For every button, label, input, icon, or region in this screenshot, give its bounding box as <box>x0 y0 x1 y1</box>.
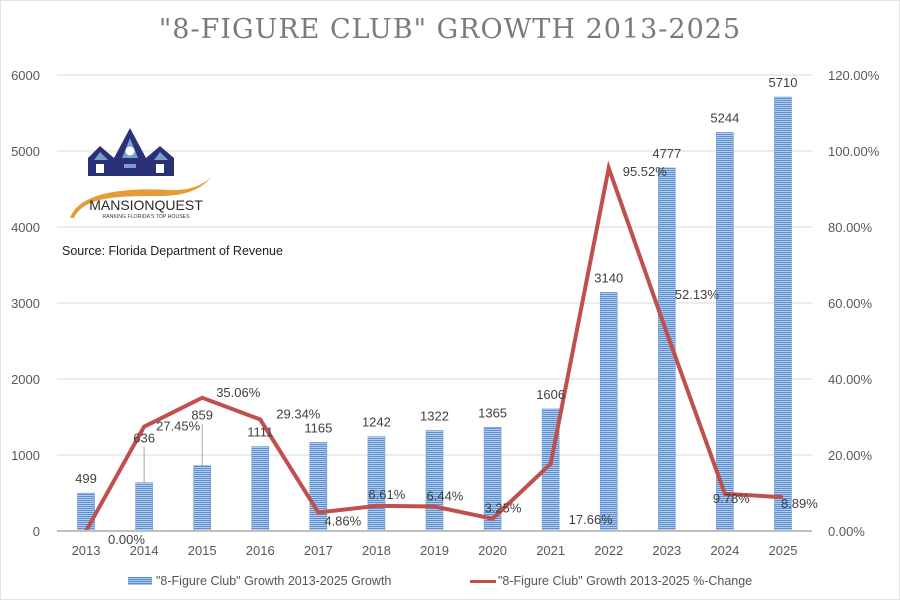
source-note: Source: Florida Department of Revenue <box>62 244 283 258</box>
x-tick-label: 2023 <box>652 543 681 558</box>
y-right-tick-label: 80.00% <box>828 220 873 235</box>
x-tick-label: 2017 <box>304 543 333 558</box>
line-value-label: 8.89% <box>781 496 818 511</box>
y-left-tick-label: 3000 <box>11 296 40 311</box>
y-left-tick-label: 2000 <box>11 372 40 387</box>
bar <box>77 492 95 532</box>
bar <box>716 132 734 532</box>
logo-name: MANSIONQUEST <box>89 197 203 213</box>
line-value-label: 35.06% <box>216 385 261 400</box>
x-tick-label: 2016 <box>246 543 275 558</box>
bar-value-label: 5710 <box>769 75 798 90</box>
line-value-label: 9.78% <box>713 491 750 506</box>
legend-swatch-bar <box>128 577 152 585</box>
bar-value-label: 859 <box>191 408 213 423</box>
bar-value-label: 3140 <box>594 270 623 285</box>
x-tick-label: 2019 <box>420 543 449 558</box>
bar-value-label: 1165 <box>304 420 332 435</box>
x-tick-label: 2022 <box>594 543 623 558</box>
bar-value-label: 5244 <box>710 110 739 125</box>
swoosh-icon <box>70 176 212 218</box>
x-tick-label: 2021 <box>536 543 565 558</box>
bar-value-label: 1606 <box>536 387 565 402</box>
x-tick-label: 2025 <box>769 543 798 558</box>
bar <box>774 96 792 532</box>
x-tick-label: 2020 <box>478 543 507 558</box>
legend-item-growth[interactable]: "8-Figure Club" Growth 2013-2025 Growth <box>128 574 391 588</box>
y-left-tick-label: 4000 <box>11 220 40 235</box>
bar <box>367 436 386 532</box>
line-value-label: 17.66% <box>569 512 614 527</box>
line-value-label: 4.86% <box>324 514 361 529</box>
y-left-tick-label: 5000 <box>11 144 40 159</box>
bar-value-label: 1322 <box>420 409 449 424</box>
y-right-tick-label: 120.00% <box>828 68 880 83</box>
line-value-label: 6.44% <box>427 489 464 504</box>
bar-value-label: 1365 <box>478 405 507 420</box>
bar <box>193 465 211 532</box>
legend-label-pct-change: "8-Figure Club" Growth 2013-2025 %-Chang… <box>498 574 753 588</box>
y-left-tick-label: 0 <box>33 524 40 539</box>
y-right-tick-label: 60.00% <box>828 296 873 311</box>
chart-title: "8-FIGURE CLUB" GROWTH 2013-2025 <box>158 14 742 45</box>
x-tick-label: 2013 <box>72 543 101 558</box>
line-value-label: 0.00% <box>108 532 145 547</box>
bar-value-label: 499 <box>75 471 97 486</box>
y-left-tick-label: 1000 <box>11 448 40 463</box>
x-tick-label: 2018 <box>362 543 391 558</box>
line-value-label: 52.13% <box>675 287 720 302</box>
bar-value-label: 4777 <box>652 146 681 161</box>
logo-tagline: RANKING FLORIDA'S TOP HOUSES <box>102 214 190 220</box>
y-right-tick-label: 100.00% <box>828 144 880 159</box>
line-value-label: 27.45% <box>156 419 201 434</box>
y-right-tick-label: 0.00% <box>828 524 865 539</box>
bar <box>251 446 270 532</box>
line-value-label: 95.52% <box>623 164 668 179</box>
bar <box>425 430 444 532</box>
x-tick-label: 2014 <box>130 543 159 558</box>
line-value-label: 3.25% <box>485 501 522 516</box>
legend-swatch-line <box>470 579 496 583</box>
y-right-tick-label: 20.00% <box>828 448 873 463</box>
bar <box>599 292 618 532</box>
y-right-tick-label: 40.00% <box>828 372 873 387</box>
mansionquest-logo: MANSIONQUEST RANKING FLORIDA'S TOP HOUSE… <box>70 128 212 220</box>
bar <box>135 482 153 532</box>
line-value-label: 29.34% <box>276 407 321 422</box>
bar-value-label: 636 <box>133 431 155 446</box>
y-left-tick-label: 6000 <box>11 68 40 83</box>
x-tick-label: 2024 <box>710 543 739 558</box>
legend-label-growth: "8-Figure Club" Growth 2013-2025 Growth <box>156 574 392 588</box>
bar-value-label: 1242 <box>362 415 391 430</box>
bar-value-label: 1111 <box>247 425 273 440</box>
x-tick-label: 2015 <box>188 543 217 558</box>
house-icon <box>88 128 174 176</box>
line-value-label: 6.61% <box>368 487 405 502</box>
legend-item-pct-change[interactable]: "8-Figure Club" Growth 2013-2025 %-Chang… <box>470 574 752 588</box>
